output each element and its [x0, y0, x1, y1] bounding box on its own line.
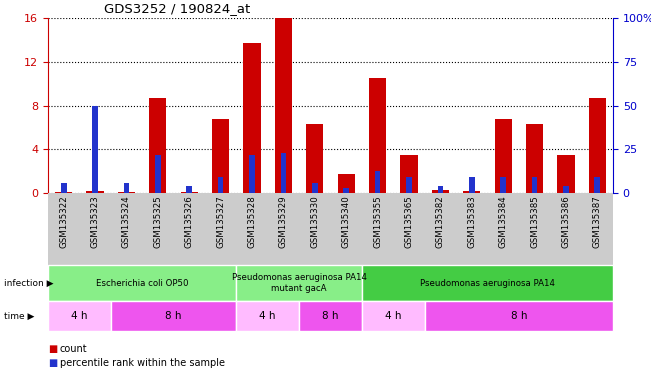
Bar: [48, 265, 236, 301]
Text: time ▶: time ▶: [4, 311, 35, 321]
Text: GSM135355: GSM135355: [373, 195, 382, 248]
Bar: [124, 182, 130, 193]
Text: GSM135326: GSM135326: [185, 195, 194, 248]
Text: ■: ■: [48, 344, 57, 354]
Bar: [249, 154, 255, 193]
Bar: [180, 192, 198, 193]
Bar: [61, 182, 66, 193]
Bar: [400, 155, 417, 193]
Bar: [375, 171, 380, 193]
Text: GSM135327: GSM135327: [216, 195, 225, 248]
Bar: [495, 119, 512, 193]
Text: 4 h: 4 h: [385, 311, 402, 321]
Text: Pseudomonas aeruginosa PA14
mutant gacA: Pseudomonas aeruginosa PA14 mutant gacA: [232, 273, 367, 293]
Text: GSM135387: GSM135387: [593, 195, 602, 248]
Text: Pseudomonas aeruginosa PA14: Pseudomonas aeruginosa PA14: [420, 278, 555, 288]
Bar: [469, 177, 475, 193]
Text: GDS3252 / 190824_at: GDS3252 / 190824_at: [105, 2, 251, 15]
Bar: [186, 186, 192, 193]
Text: GSM135340: GSM135340: [342, 195, 351, 248]
Text: GSM135384: GSM135384: [499, 195, 508, 248]
Bar: [236, 265, 362, 301]
Bar: [338, 174, 355, 193]
Bar: [212, 119, 229, 193]
Bar: [362, 265, 613, 301]
Bar: [281, 153, 286, 193]
Text: GSM135385: GSM135385: [530, 195, 539, 248]
Bar: [526, 124, 543, 193]
Bar: [343, 188, 349, 193]
Bar: [48, 301, 111, 331]
Text: GSM135322: GSM135322: [59, 195, 68, 248]
Text: GSM135386: GSM135386: [561, 195, 570, 248]
Bar: [236, 301, 299, 331]
Bar: [532, 177, 537, 193]
Bar: [557, 155, 575, 193]
Bar: [306, 124, 324, 193]
Bar: [55, 192, 72, 193]
Bar: [463, 191, 480, 193]
Bar: [149, 98, 167, 193]
Text: 4 h: 4 h: [260, 311, 276, 321]
Text: GSM135325: GSM135325: [154, 195, 162, 248]
Text: Escherichia coli OP50: Escherichia coli OP50: [96, 278, 188, 288]
Bar: [275, 18, 292, 193]
Text: percentile rank within the sample: percentile rank within the sample: [60, 358, 225, 368]
Text: 8 h: 8 h: [510, 311, 527, 321]
Bar: [312, 182, 318, 193]
Text: GSM135329: GSM135329: [279, 195, 288, 248]
Bar: [594, 177, 600, 193]
Bar: [432, 190, 449, 193]
Text: GSM135365: GSM135365: [404, 195, 413, 248]
Text: GSM135323: GSM135323: [90, 195, 100, 248]
Bar: [437, 186, 443, 193]
Bar: [501, 177, 506, 193]
Text: GSM135330: GSM135330: [311, 195, 319, 248]
Text: 8 h: 8 h: [165, 311, 182, 321]
Bar: [563, 186, 569, 193]
Bar: [299, 301, 362, 331]
Bar: [155, 154, 161, 193]
Text: GSM135382: GSM135382: [436, 195, 445, 248]
Text: 8 h: 8 h: [322, 311, 339, 321]
Bar: [369, 78, 386, 193]
Text: GSM135324: GSM135324: [122, 195, 131, 248]
Bar: [589, 98, 606, 193]
Text: 4 h: 4 h: [71, 311, 88, 321]
Bar: [243, 43, 260, 193]
Bar: [92, 106, 98, 193]
Text: ■: ■: [48, 358, 57, 368]
Text: GSM135383: GSM135383: [467, 195, 477, 248]
Bar: [111, 301, 236, 331]
Text: infection ▶: infection ▶: [4, 278, 53, 288]
Bar: [406, 177, 412, 193]
Bar: [87, 191, 104, 193]
Bar: [362, 301, 424, 331]
Text: GSM135328: GSM135328: [247, 195, 256, 248]
Bar: [424, 301, 613, 331]
Bar: [118, 192, 135, 193]
Bar: [218, 177, 223, 193]
Text: count: count: [60, 344, 88, 354]
